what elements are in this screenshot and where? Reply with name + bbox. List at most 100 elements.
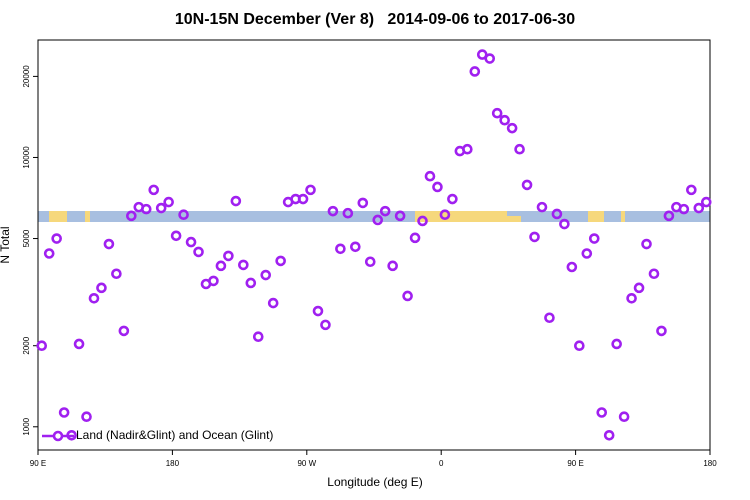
y-tick-label: 5000 xyxy=(22,229,31,247)
data-point xyxy=(633,282,645,294)
chart-title: 10N-15N December (Ver 8) 2014-09-06 to 2… xyxy=(175,11,575,28)
data-point xyxy=(140,203,152,215)
data-point xyxy=(36,340,48,352)
data-point xyxy=(43,248,55,259)
y-tick-label: 20000 xyxy=(22,65,31,88)
data-point xyxy=(686,184,697,196)
data-point xyxy=(350,241,361,253)
data-point xyxy=(551,208,563,220)
data-point xyxy=(693,202,705,214)
data-point xyxy=(163,196,174,208)
data-point xyxy=(372,214,384,226)
data-point xyxy=(275,255,286,267)
data-point xyxy=(215,260,227,272)
data-point xyxy=(641,238,652,250)
data-point xyxy=(335,243,346,255)
data-point xyxy=(305,184,316,196)
data-point xyxy=(238,259,249,271)
data-point xyxy=(618,411,630,423)
data-point xyxy=(648,268,660,280)
data-point xyxy=(574,340,585,352)
data-point xyxy=(566,261,578,273)
data-point xyxy=(588,233,600,244)
data-point xyxy=(484,53,496,64)
data-point xyxy=(245,277,257,289)
data-point xyxy=(111,268,122,280)
data-point xyxy=(656,325,667,337)
data-point xyxy=(581,248,593,259)
data-point xyxy=(126,210,137,222)
data-point xyxy=(58,407,70,418)
y-axis-label: N Total xyxy=(0,226,12,263)
data-point xyxy=(611,338,622,350)
data-point xyxy=(387,260,398,272)
data-point xyxy=(252,331,264,343)
y-tick-label: 2000 xyxy=(22,336,31,354)
land-patch xyxy=(49,211,67,222)
data-point xyxy=(260,269,272,281)
data-point xyxy=(424,170,436,182)
data-point xyxy=(506,122,518,134)
x-tick-label: 90 E xyxy=(567,459,583,468)
data-point xyxy=(357,197,369,209)
data-point xyxy=(223,250,234,262)
data-point xyxy=(417,215,428,227)
data-point xyxy=(432,181,443,193)
plot-frame xyxy=(37,39,711,451)
data-point xyxy=(364,256,376,268)
data-point xyxy=(103,238,115,250)
data-point xyxy=(312,305,324,317)
data-point xyxy=(155,202,167,214)
data-point xyxy=(499,114,510,126)
land-patch xyxy=(415,211,507,222)
data-point xyxy=(96,282,107,294)
data-point xyxy=(185,236,197,248)
data-point xyxy=(73,338,85,350)
data-point xyxy=(320,319,331,331)
data-point xyxy=(626,292,637,304)
data-point xyxy=(462,143,473,155)
data-point xyxy=(81,411,92,423)
x-tick-label: 180 xyxy=(703,459,717,468)
y-tick-label: 10000 xyxy=(22,146,31,169)
data-point xyxy=(88,292,100,304)
data-point xyxy=(193,246,204,258)
data-point xyxy=(297,193,309,205)
data-point xyxy=(342,207,354,219)
data-point xyxy=(596,407,608,418)
data-point xyxy=(170,230,182,242)
land-patch xyxy=(588,211,604,222)
data-point xyxy=(267,297,279,309)
x-tick-label: 90 E xyxy=(30,459,46,468)
data-point xyxy=(118,325,130,337)
x-tick-label: 180 xyxy=(166,459,180,468)
data-point xyxy=(230,195,242,207)
data-point xyxy=(439,209,451,221)
data-point xyxy=(663,210,675,222)
land-patch xyxy=(85,211,90,222)
y-tick-label: 1000 xyxy=(22,417,31,435)
data-point xyxy=(700,196,712,208)
legend-marker xyxy=(52,430,64,442)
data-point xyxy=(521,179,533,191)
data-point xyxy=(491,107,503,119)
data-point xyxy=(559,218,570,230)
data-point xyxy=(529,231,540,243)
legend-label: Land (Nadir&Glint) and Ocean (Glint) xyxy=(76,428,273,442)
data-point xyxy=(514,143,525,155)
data-point xyxy=(409,232,421,244)
land-patch xyxy=(507,216,521,222)
data-point xyxy=(447,193,458,205)
x-tick-label: 90 W xyxy=(297,459,316,468)
x-axis-label: Longitude (deg E) xyxy=(327,475,422,489)
data-point xyxy=(51,233,62,244)
data-point xyxy=(678,203,690,215)
data-point xyxy=(379,205,391,217)
data-point xyxy=(394,210,406,222)
data-point xyxy=(402,290,413,302)
data-point xyxy=(327,205,339,217)
x-tick-label: 0 xyxy=(439,459,444,468)
data-point xyxy=(208,275,219,287)
data-point xyxy=(178,209,189,221)
